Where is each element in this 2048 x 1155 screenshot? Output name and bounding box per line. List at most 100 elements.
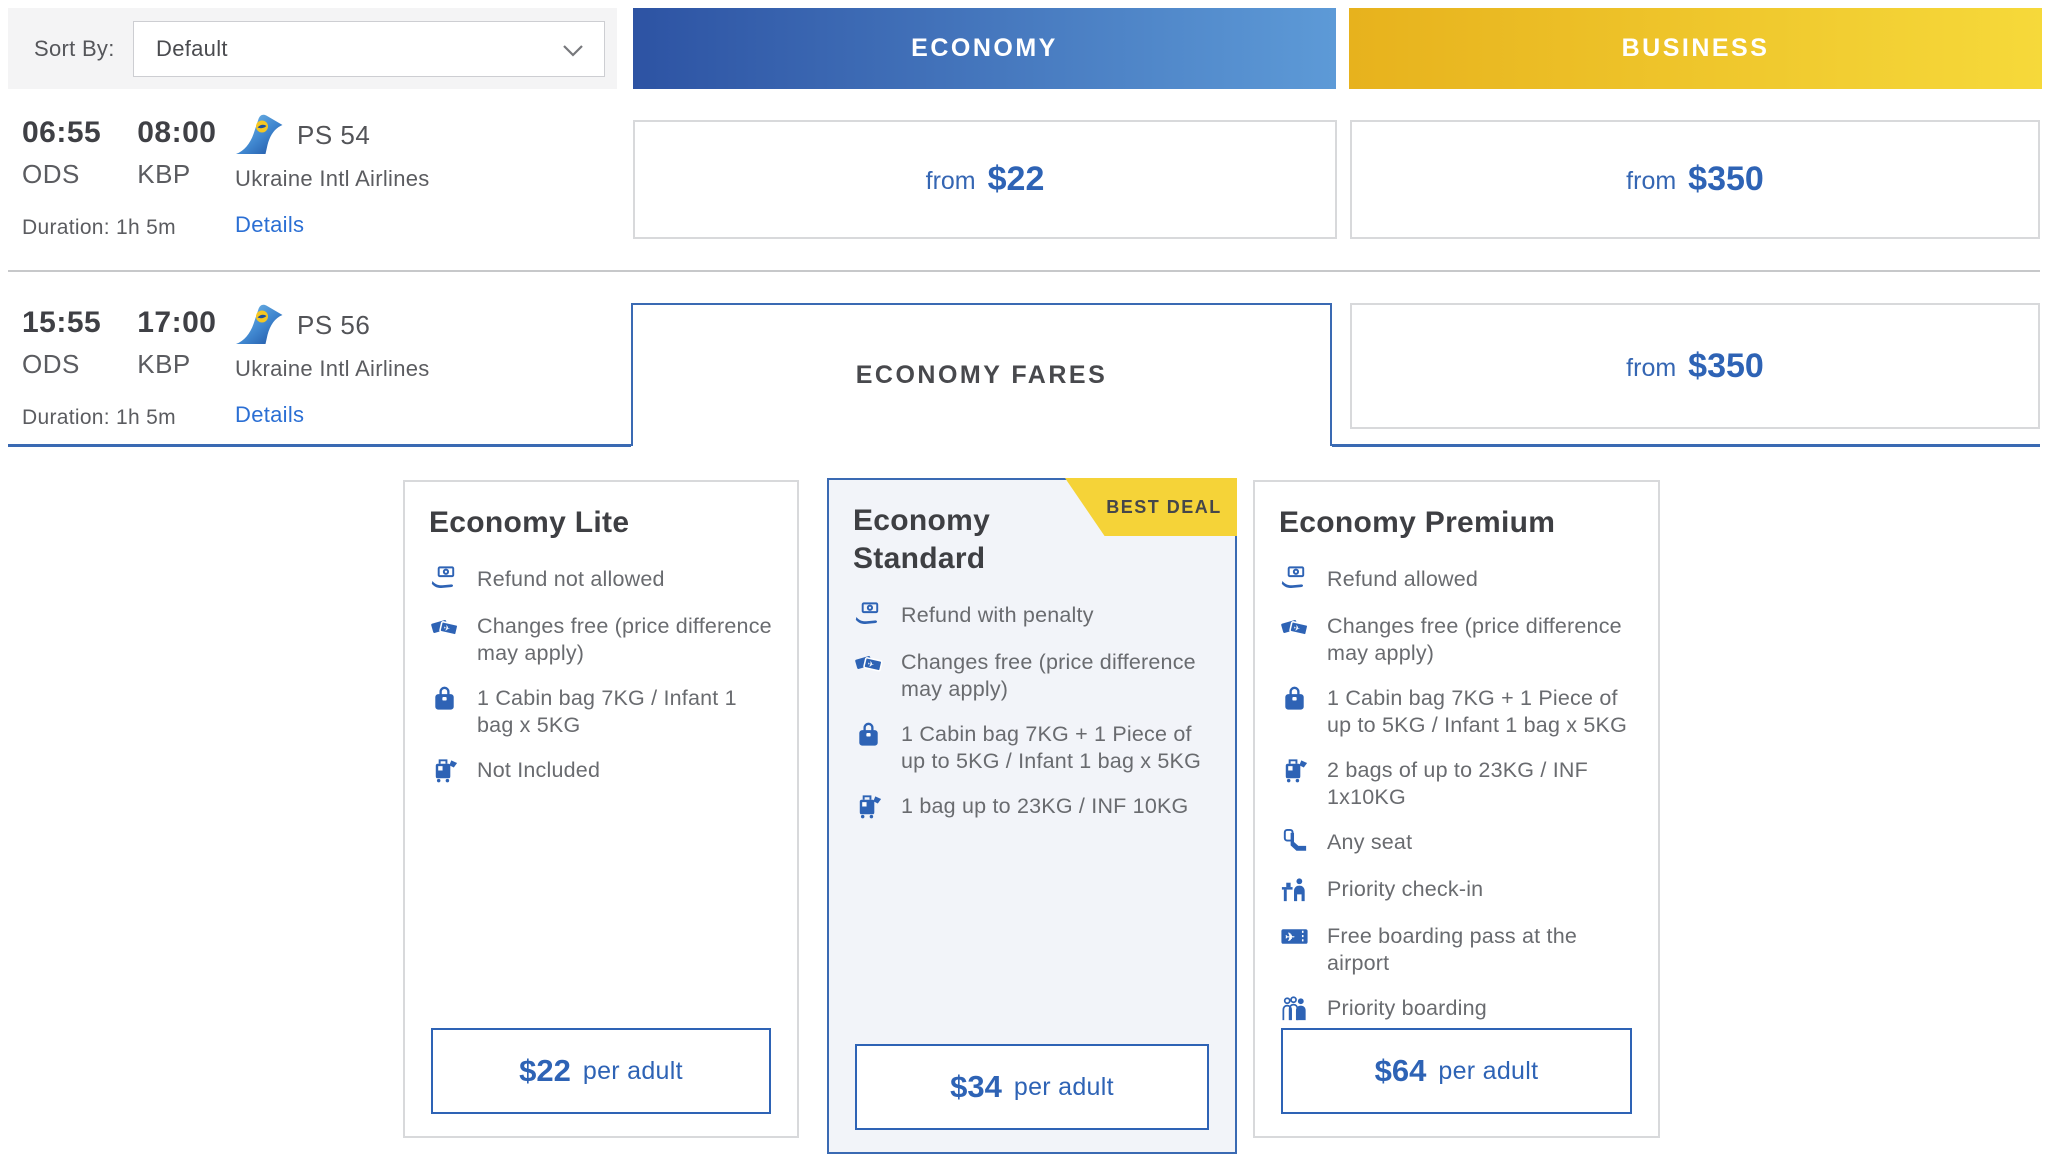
fare-card-economy-standard[interactable]: BEST DEAL Economy Standard Refund with p… — [827, 478, 1237, 1154]
select-fare-button[interactable]: $22 per adult — [431, 1028, 771, 1114]
fare-feature-text: Free boarding pass at the airport — [1327, 924, 1578, 975]
departure-time: 15:55 — [22, 306, 102, 339]
fare-card-economy-lite[interactable]: Economy Lite Refund not allowed ✈ Changes … — [403, 480, 799, 1138]
changes-icon: ✈ — [429, 611, 460, 642]
fare-feature-item: Refund allowed — [1279, 564, 1634, 595]
fare-feature-item: Priority check-in — [1279, 874, 1634, 905]
fare-feature-text: 1 Cabin bag 7KG / Infant 1 bag x 5KG — [477, 686, 737, 737]
seat-icon — [1279, 827, 1310, 858]
fare-feature-item: 1 Cabin bag 7KG / Infant 1 bag x 5KG — [429, 683, 773, 739]
svg-text:✈: ✈ — [1293, 623, 1302, 633]
departure-airport-code: ODS — [22, 159, 80, 189]
fare-feature-text: Priority boarding — [1327, 996, 1487, 1020]
details-link[interactable]: Details — [235, 212, 305, 237]
departure-airport-code: ODS — [22, 349, 80, 379]
sort-by-label: Sort By: — [34, 35, 115, 61]
fare-feature-text: Any seat — [1327, 830, 1413, 854]
cabin-bag-icon — [1279, 683, 1310, 714]
fare-feature-item: Refund with penalty — [853, 600, 1211, 631]
refund-icon — [853, 600, 884, 631]
airline-logo-icon — [236, 304, 283, 344]
fare-feature-text: Refund with penalty — [901, 603, 1094, 627]
carrier-block: PS 56 Ukraine Intl Airlines Details — [235, 302, 565, 452]
fare-feature-list: Refund allowed ✈ Changes free (price diffe… — [1279, 564, 1634, 1024]
business-fare-cell[interactable]: from $350 — [1350, 303, 2040, 429]
business-column-header: BUSINESS — [1349, 8, 2042, 89]
from-label: from — [1626, 353, 1677, 382]
fare-price: $34 — [950, 1069, 1002, 1104]
row-separator — [8, 270, 2040, 272]
departure-time: 06:55 — [22, 116, 102, 149]
fare-feature-list: Refund with penalty ✈ Changes free (price … — [853, 600, 1211, 822]
boarding-pass-icon: ✈ — [1279, 921, 1310, 952]
fare-feature-item: ✈ Changes free (price difference may appl… — [853, 647, 1211, 703]
sort-panel: Sort By: Default — [8, 8, 617, 89]
fare-feature-text: Refund allowed — [1327, 567, 1479, 591]
flight-duration: Duration: 1h 5m — [22, 216, 176, 239]
fare-feature-text: 1 Cabin bag 7KG + 1 Piece of up to 5KG /… — [901, 722, 1202, 773]
carrier-block: PS 54 Ukraine Intl Airlines Details — [235, 112, 565, 262]
select-fare-button[interactable]: $34 per adult — [855, 1044, 1209, 1130]
airline-name: Ukraine Intl Airlines — [235, 166, 430, 191]
fare-feature-text: 2 bags of up to 23KG / INF 1x10KG — [1327, 758, 1588, 809]
flight-duration: Duration: 1h 5m — [22, 406, 176, 429]
fare-feature-text: Changes free (price difference may apply… — [477, 614, 772, 665]
airline-logo-icon — [236, 114, 283, 154]
sort-select[interactable]: Default — [133, 21, 605, 77]
fare-feature-text: Priority check-in — [1327, 877, 1484, 901]
fare-card-title: Economy Standard — [853, 504, 991, 575]
best-deal-label: BEST DEAL — [1106, 496, 1222, 517]
cabin-bag-icon — [853, 719, 884, 750]
economy-fare-cell[interactable]: from $22 — [633, 120, 1337, 239]
select-fare-button[interactable]: $64 per adult — [1281, 1028, 1632, 1114]
priority-checkin-icon — [1279, 874, 1310, 905]
refund-icon — [1279, 564, 1310, 595]
economy-fares-label: ECONOMY FARES — [855, 361, 1108, 389]
arrival-time: 08:00 — [137, 116, 217, 149]
checked-bag-icon — [429, 755, 460, 786]
economy-fares-expanded-tab[interactable]: ECONOMY FARES — [631, 303, 1332, 446]
details-link[interactable]: Details — [235, 402, 305, 427]
fare-feature-text: Not Included — [477, 758, 601, 782]
business-price: $350 — [1688, 346, 1764, 385]
fare-feature-item: Refund not allowed — [429, 564, 773, 595]
fare-feature-item: 1 bag up to 23KG / INF 10KG — [853, 791, 1211, 822]
fare-feature-item: Priority boarding — [1279, 993, 1634, 1024]
fare-feature-text: Changes free (price difference may apply… — [1327, 614, 1622, 665]
refund-icon — [429, 564, 460, 595]
svg-text:✈: ✈ — [867, 659, 876, 669]
fare-feature-item: Not Included — [429, 755, 773, 786]
chevron-down-icon — [563, 45, 583, 57]
airline-name: Ukraine Intl Airlines — [235, 356, 430, 381]
fare-feature-text: 1 Cabin bag 7KG + 1 Piece of up to 5KG /… — [1327, 686, 1628, 737]
flight-times: 15:55 ODS 17:00 KBP — [22, 306, 216, 380]
flight-row: 06:55 ODS 08:00 KBP PS 54 Ukraine Intl A… — [22, 112, 612, 262]
fare-feature-item: ✈ Free boarding pass at the airport — [1279, 921, 1634, 977]
arrival-airport-code: KBP — [137, 159, 191, 189]
economy-price: $22 — [987, 160, 1045, 198]
business-price: $350 — [1688, 160, 1764, 198]
selected-row-rule-right — [1332, 444, 2040, 447]
cabin-bag-icon — [429, 683, 460, 714]
arrival-airport-code: KBP — [137, 349, 191, 379]
sort-select-value: Default — [156, 36, 228, 61]
fare-feature-item: 1 Cabin bag 7KG + 1 Piece of up to 5KG /… — [1279, 683, 1634, 739]
changes-icon: ✈ — [853, 647, 884, 678]
best-deal-badge: BEST DEAL — [1065, 478, 1237, 536]
arrival-time: 17:00 — [137, 306, 217, 339]
business-fare-cell[interactable]: from $350 — [1350, 120, 2040, 239]
fare-feature-item: ✈ Changes free (price difference may appl… — [429, 611, 773, 667]
fare-feature-item: 1 Cabin bag 7KG + 1 Piece of up to 5KG /… — [853, 719, 1211, 775]
fare-feature-item: 2 bags of up to 23KG / INF 1x10KG — [1279, 755, 1634, 811]
fare-card-economy-premium[interactable]: Economy Premium Refund allowed ✈ Changes f… — [1253, 480, 1660, 1138]
svg-text:✈: ✈ — [443, 623, 452, 633]
from-label: from — [1626, 167, 1677, 195]
fare-price: $22 — [519, 1053, 571, 1088]
fare-feature-text: Refund not allowed — [477, 567, 665, 591]
flight-number: PS 54 — [297, 120, 371, 150]
svg-text:✈: ✈ — [1285, 931, 1295, 944]
checked-bag-icon — [853, 791, 884, 822]
changes-icon: ✈ — [1279, 611, 1310, 642]
fare-price-suffix: per adult — [582, 1056, 683, 1085]
fare-price-suffix: per adult — [1438, 1056, 1539, 1085]
